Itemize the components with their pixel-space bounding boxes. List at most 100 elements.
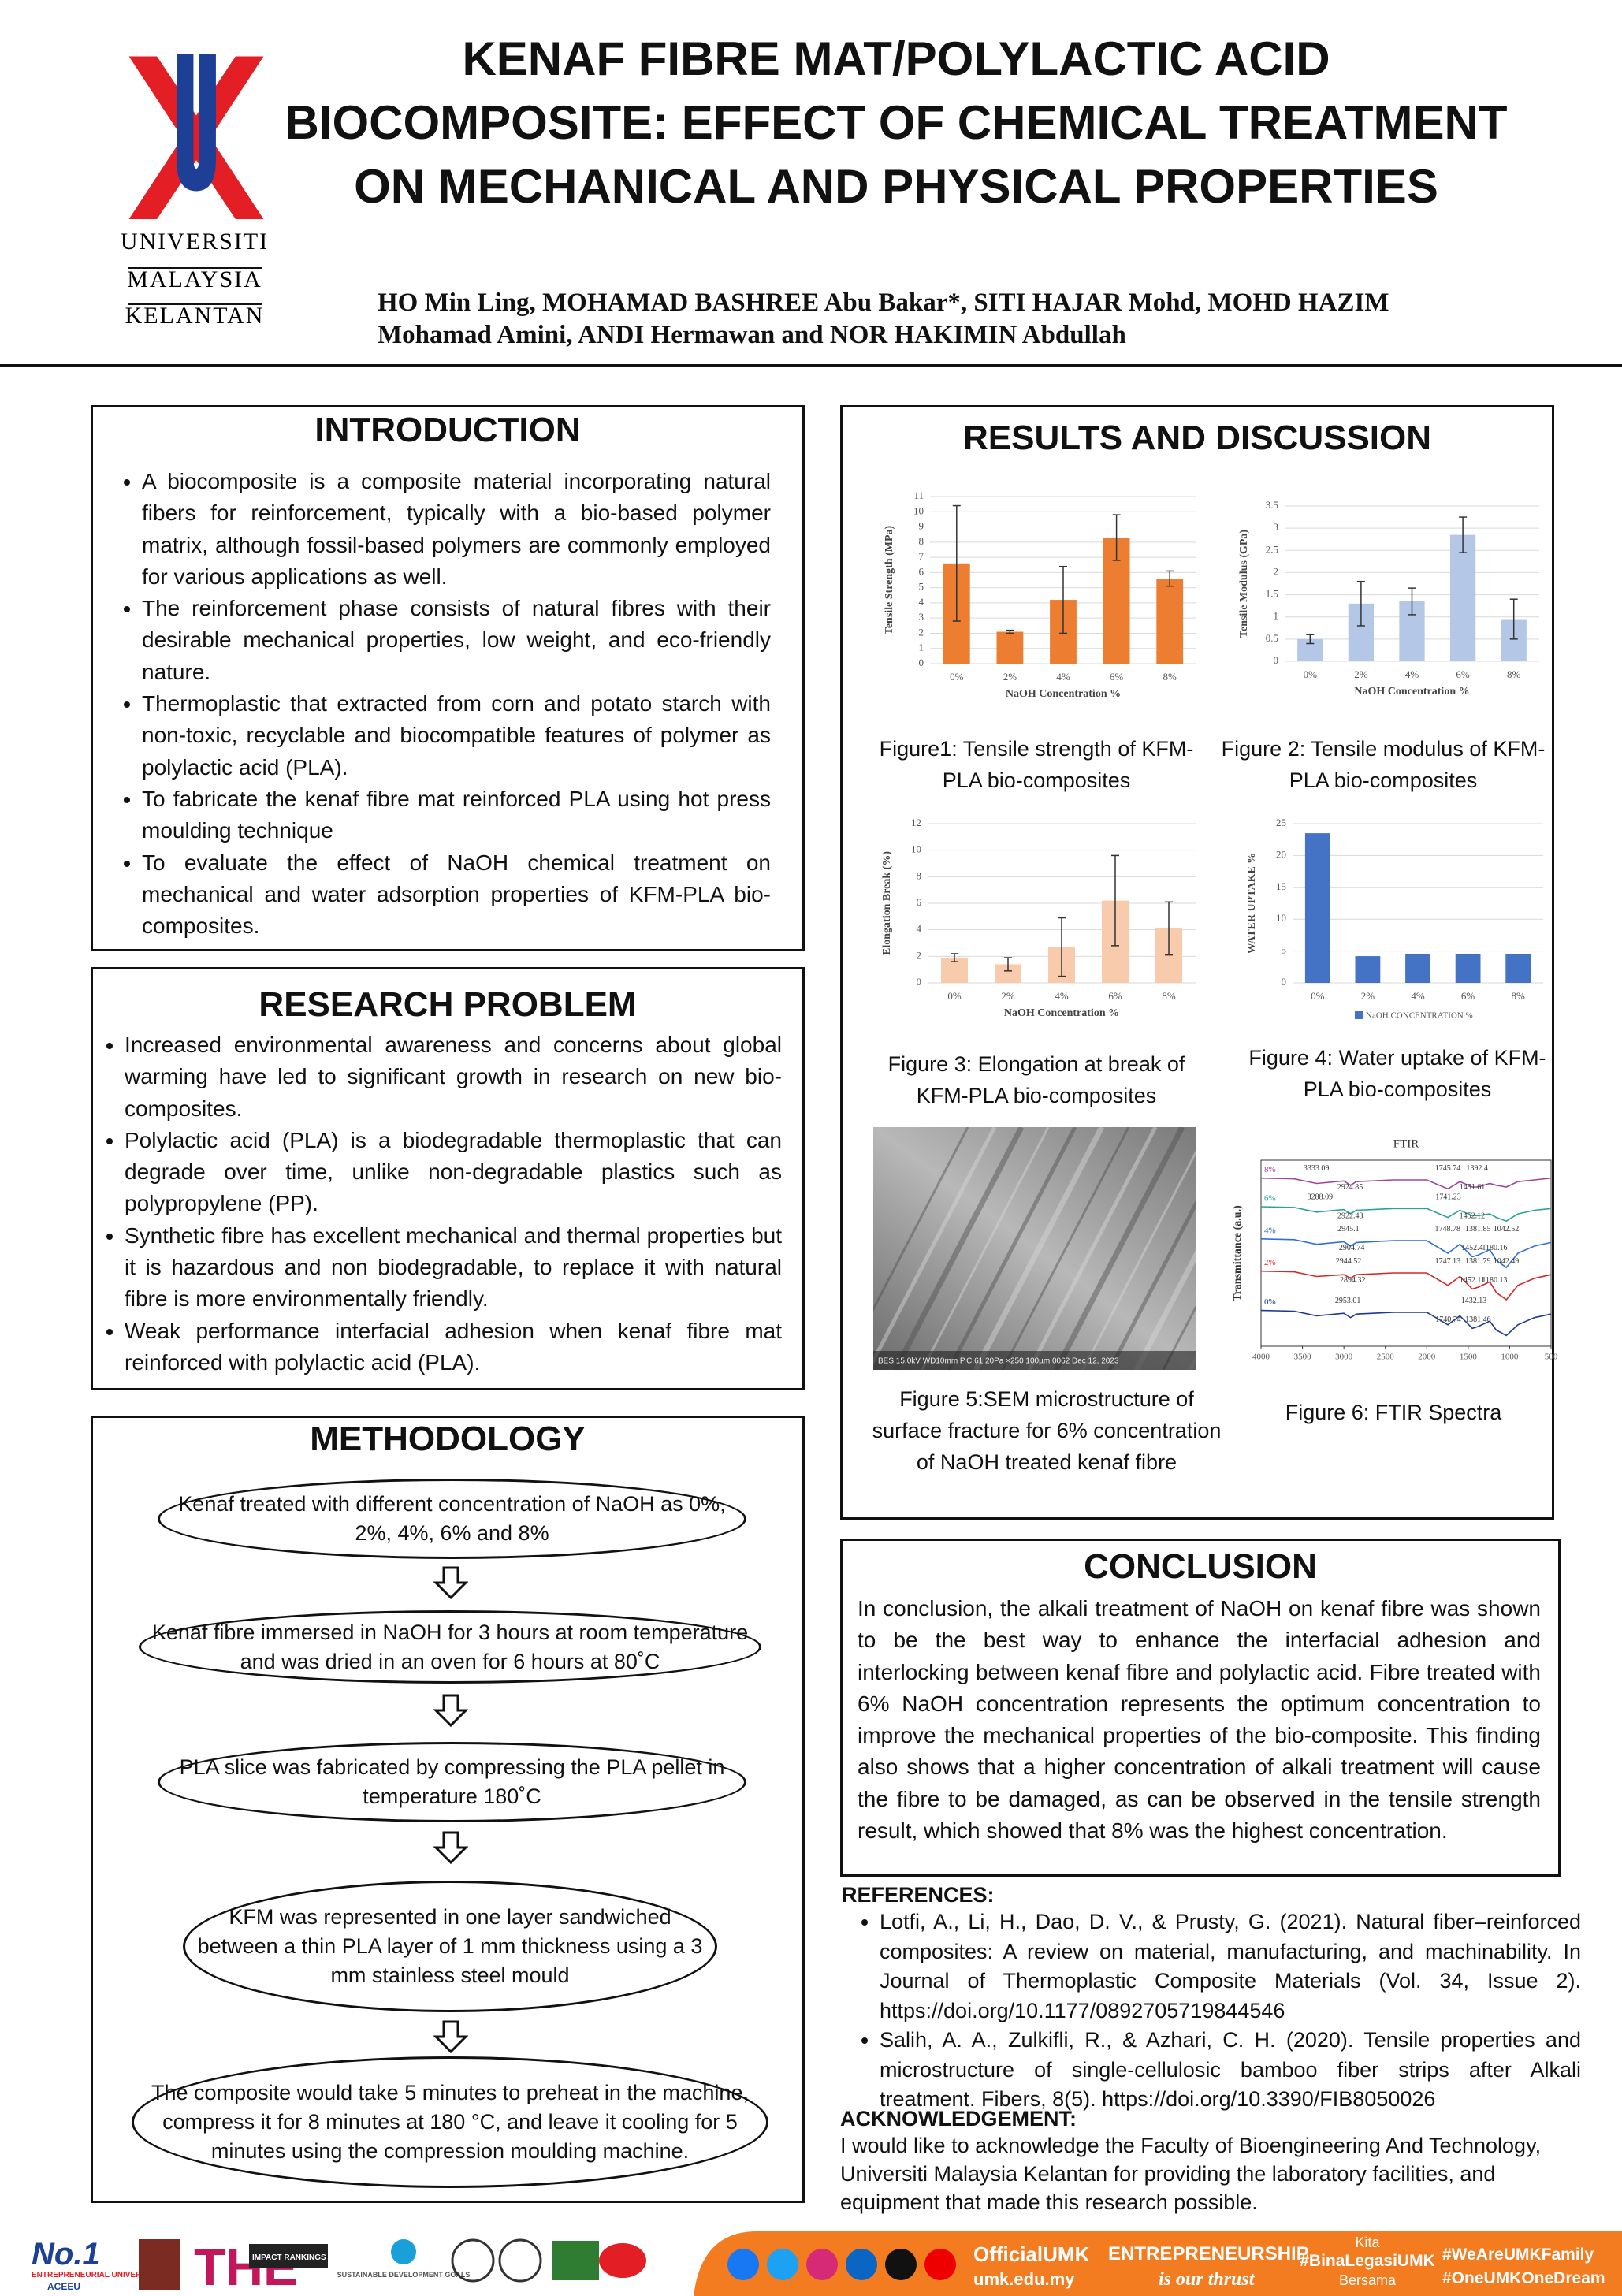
bullet: To evaluate the effect of NaOH chemical …	[142, 847, 771, 943]
peak-label: 1452.4	[1461, 1244, 1483, 1252]
university-logo: UNIVERSITI MALAYSIA KELANTAN	[121, 54, 267, 329]
y-tick-label: 10	[1276, 912, 1286, 924]
bullet: Increased environmental awareness and co…	[125, 1029, 782, 1125]
bar	[1156, 579, 1184, 664]
poster-title: KENAF FIBRE MAT/POLYLACTIC ACID BIOCOMPO…	[285, 32, 1508, 213]
y-axis-label: Tensile Strength (MPa)	[884, 525, 895, 634]
flow-step: PLA slice was fabricated by compressing …	[158, 1742, 746, 1822]
sem-texture	[1081, 1148, 1196, 1370]
y-tick-label: 8	[917, 869, 922, 881]
peak-label: 1747.13	[1435, 1257, 1461, 1266]
introduction-box: INTRODUCTION A biocomposite is a composi…	[91, 405, 805, 951]
peak-label: 2894.32	[1340, 1276, 1366, 1285]
footer-rank-sub: ENTREPRENEURIAL UNIVERSITY	[32, 2271, 159, 2279]
x-tick-label: 4%	[1056, 671, 1070, 683]
y-tick-label: 2	[919, 626, 924, 638]
y-tick-label: 0	[1282, 976, 1287, 988]
peak-label: 1741.23	[1435, 1193, 1461, 1201]
y-tick-label: 9	[919, 520, 924, 532]
series-label: 4%	[1264, 1226, 1276, 1235]
figure: 0 0.5 1 1.5 2 2.5 3 3.5 0% 2% 4% 6% 8% NaOH Concentra…	[1238, 499, 1539, 698]
arrow-shape	[433, 2020, 468, 2054]
footer-legasi: #BinaLegasiUMK	[1300, 2252, 1435, 2270]
social-icon	[885, 2249, 917, 2280]
x-tick-label: 3500	[1294, 1353, 1312, 1362]
y-tick-label: 3	[919, 611, 924, 623]
footer-sdg: SUSTAINABLE DEVELOPMENT GOALS	[337, 2271, 471, 2279]
bullet: A biocomposite is a composite material i…	[142, 466, 771, 593]
sem-texture	[1107, 1198, 1196, 1370]
x-tick-label: 2500	[1377, 1353, 1395, 1362]
y-axis-label: Elongation Break (%)	[881, 851, 893, 955]
footer-aceeu: ACEEU	[47, 2281, 80, 2292]
sem-texture	[873, 1127, 969, 1312]
peak-label: 1451.61	[1460, 1183, 1486, 1192]
peak-label: 1180.16	[1482, 1244, 1507, 1252]
spectrum-line	[1260, 1309, 1552, 1337]
logo-text: MALAYSIA	[127, 266, 262, 292]
sem-texture	[873, 1127, 997, 1365]
peak-label: 1392.4	[1466, 1164, 1488, 1173]
x-tick-label: 500	[1545, 1353, 1557, 1362]
references-heading: REFERENCES:	[842, 1883, 995, 1907]
y-tick-label: 2	[1274, 565, 1279, 577]
footer-impact: IMPACT RANKINGS 2021	[252, 2253, 346, 2262]
x-tick-label: 0%	[947, 990, 962, 1002]
y-tick-label: 1	[919, 642, 924, 653]
y-tick-label: 0	[1274, 654, 1279, 666]
x-tick-label: 4000	[1252, 1353, 1270, 1362]
sem-image	[873, 1127, 1196, 1370]
sem-texture	[1162, 1303, 1196, 1370]
social-icon	[727, 2249, 759, 2280]
bullet-list: Increased environmental awareness and co…	[98, 1029, 782, 1379]
x-tick-label: 4%	[1405, 668, 1419, 680]
spectrum-line	[1260, 1238, 1552, 1269]
spectrum-line	[1260, 1177, 1552, 1190]
footer-tag: #WeAreUMKFamily	[1442, 2246, 1594, 2264]
y-tick-label: 5	[1282, 944, 1287, 956]
x-tick-label: 8%	[1507, 668, 1521, 680]
x-tick-label: 8%	[1162, 990, 1176, 1002]
bullet: Weak performance interfacial adhesion wh…	[125, 1315, 782, 1379]
sem-texture	[1133, 1248, 1196, 1370]
y-tick-label: 4	[919, 596, 924, 608]
y-tick-label: 15	[1276, 880, 1286, 892]
peak-label: 1452.12	[1460, 1211, 1486, 1220]
y-tick-label: 2	[917, 949, 922, 961]
chart-title: FTIR	[1393, 1137, 1419, 1150]
series-label: 2%	[1264, 1258, 1276, 1267]
y-tick-label: 0	[919, 657, 924, 668]
legend-label: NaOH CONCENTRATION %	[1366, 1011, 1473, 1021]
x-tick-label: 2%	[1001, 990, 1015, 1002]
section-heading: RESEARCH PROBLEM	[259, 985, 637, 1024]
research-problem-box: RESEARCH PROBLEM Increased environmental…	[91, 967, 805, 1390]
logo-blue	[177, 54, 216, 192]
bar	[995, 964, 1021, 983]
flow-step: The composite would take 5 minutes to pr…	[132, 2056, 768, 2188]
x-tick-label: 2000	[1418, 1353, 1436, 1362]
y-tick-label: 5	[919, 581, 924, 593]
y-tick-label: 10	[913, 504, 924, 516]
logo-text: KELANTAN	[125, 303, 265, 329]
sem-texture	[973, 1127, 1105, 1370]
sem-texture	[1053, 1127, 1185, 1370]
figure: 0 2 4 6 8 10 12 0% 2% 4% 6% 8% NaOH Concentration % E…	[881, 817, 1196, 1019]
flow-arrow	[433, 2020, 468, 2054]
bullet-list: A biocomposite is a composite material i…	[115, 466, 771, 942]
conclusion-box: CONCLUSION In conclusion, the alkali tre…	[840, 1539, 1561, 1877]
bar	[1304, 833, 1330, 983]
sem-texture	[1001, 1127, 1130, 1370]
y-tick-label: 1	[1274, 610, 1279, 622]
flow-step: Kenaf treated with different concentrati…	[158, 1479, 746, 1559]
flow-arrow	[433, 1566, 468, 1600]
figure: BES 15.0kV WD10mm P.C.61 20Pa ×250 100µm…	[873, 1127, 1196, 1370]
reference-list: Lotfi, A., Li, H., Dao, D. V., & Prusty,…	[853, 1907, 1581, 2115]
footer-band	[694, 2231, 1622, 2296]
bar	[1405, 954, 1430, 983]
figure: 0 1 2 3 4 5 6 7 8 9 10 11 0% 2% 4% 6% 8% NaOH Concentrati…	[884, 489, 1196, 700]
figure: 0 5 10 15 20 25 0% 2% 4% 6% 8% NaOH CONCENTRATION %…	[1246, 817, 1543, 1021]
bar	[1455, 954, 1481, 983]
x-axis-label: NaOH Concentration %	[1006, 688, 1121, 700]
